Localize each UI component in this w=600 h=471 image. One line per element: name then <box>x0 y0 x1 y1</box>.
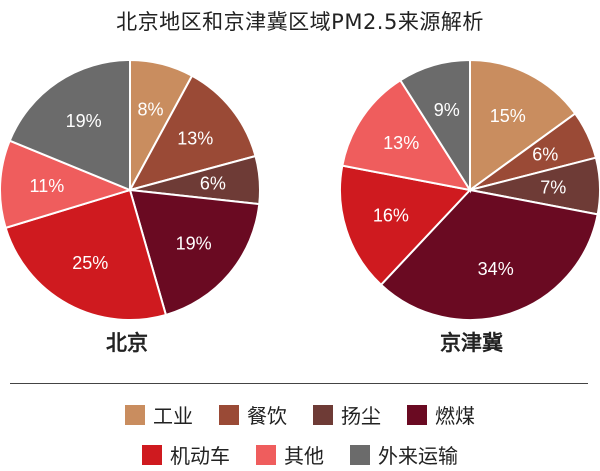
pie-slice-label: 34% <box>478 259 514 279</box>
legend-swatch <box>142 444 162 465</box>
chart-title: 北京地区和京津冀区域PM2.5来源解析 <box>116 10 484 34</box>
legend-item: 其他 <box>256 440 324 469</box>
legend-item: 外来运输 <box>350 440 458 469</box>
legend-swatch <box>125 404 145 425</box>
pie-caption-jingjinji: 京津冀 <box>440 331 503 355</box>
legend-swatch <box>219 404 239 425</box>
pie-slice <box>4 188 168 322</box>
legend-item: 燃煤 <box>407 400 475 429</box>
pie-slice <box>128 74 257 192</box>
pie-slice-label: 13% <box>177 128 213 148</box>
legend-swatch <box>350 444 370 465</box>
pie-slice-label: 15% <box>490 106 526 126</box>
legend-item: 工业 <box>125 400 193 429</box>
pie-slice <box>398 58 471 194</box>
pie-slice <box>8 58 131 192</box>
pie-caption-beijing: 北京 <box>106 331 148 355</box>
legend-label: 工业 <box>153 404 193 428</box>
pie-slice-label: 25% <box>72 253 108 273</box>
legend-row-1: 工业 餐饮 扬尘 燃煤 <box>0 400 600 429</box>
pie-slice-label: 19% <box>66 111 102 131</box>
legend-label: 外来运输 <box>378 444 458 468</box>
pie-slice <box>128 188 261 317</box>
pie-slice-label: 13% <box>383 133 419 153</box>
pie-beijing: 8% 13% 6% 19% 25% 11% 19% <box>0 58 261 322</box>
pie-slice-label: 6% <box>200 174 226 194</box>
pie-jingjinji: 15% 6% 7% 34% 16% 13% 9% <box>339 58 600 321</box>
legend-item: 机动车 <box>142 440 230 469</box>
pie-slice <box>0 139 133 230</box>
legend-row-2: 机动车 其他 外来运输 <box>0 440 600 469</box>
pie-charts: 8% 13% 6% 19% 25% 11% 19% 15% 6% 7% 34% 16% 13% 9% <box>0 58 600 322</box>
pie-slice-label: 8% <box>137 99 163 119</box>
pie-slice <box>339 164 472 287</box>
legend-swatch <box>256 444 276 465</box>
pie-slice-label: 7% <box>540 177 566 197</box>
pie-slice <box>341 78 473 192</box>
legend-item: 餐饮 <box>219 400 287 429</box>
legend-label: 餐饮 <box>247 404 287 428</box>
legend-swatch <box>407 404 427 425</box>
legend-label: 燃煤 <box>435 404 475 428</box>
pie-slice-label: 11% <box>30 176 65 196</box>
legend-divider <box>10 383 588 384</box>
legend-label: 机动车 <box>170 444 230 468</box>
pie-slice <box>469 58 577 192</box>
pie-slice-label: 16% <box>373 206 409 226</box>
legend-label: 其他 <box>284 444 324 468</box>
pie-slice-label: 9% <box>434 100 460 120</box>
legend-label: 扬尘 <box>341 404 381 428</box>
pie-slice-label: 6% <box>532 145 558 165</box>
pie-slice <box>379 188 599 321</box>
pie-slice-label: 19% <box>176 234 212 254</box>
legend-swatch <box>313 404 333 425</box>
legend-item: 扬尘 <box>313 400 381 429</box>
